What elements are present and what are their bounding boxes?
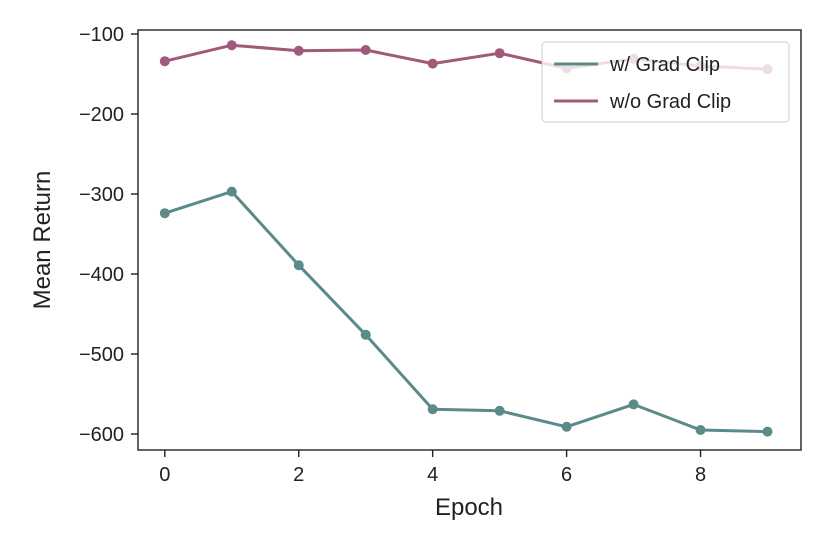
data-point xyxy=(494,405,505,416)
data-point xyxy=(427,404,438,415)
data-point xyxy=(293,45,304,56)
data-point xyxy=(762,426,773,437)
y-tick-label: −400 xyxy=(79,264,124,286)
legend-label: w/o Grad Clip xyxy=(609,91,731,113)
data-point xyxy=(561,421,572,432)
data-point xyxy=(360,329,371,340)
data-point xyxy=(628,399,639,410)
data-point xyxy=(226,186,237,197)
data-point xyxy=(427,58,438,69)
x-tick-label: 2 xyxy=(293,464,304,486)
x-tick-label: 4 xyxy=(427,464,438,486)
y-tick-label: −300 xyxy=(79,184,124,206)
data-point xyxy=(695,425,706,435)
series-layer xyxy=(159,40,773,437)
data-point xyxy=(360,45,371,55)
y-axis-label: Mean Return xyxy=(29,171,56,310)
x-tick-label: 8 xyxy=(695,464,706,486)
data-point xyxy=(226,40,237,51)
data-point xyxy=(159,56,170,67)
legend-box xyxy=(541,41,790,123)
data-point xyxy=(494,48,505,59)
y-tick-label: −200 xyxy=(79,104,124,126)
legend: w/ Grad Clip w/o Grad Clip xyxy=(541,41,790,123)
y-tick-label: −500 xyxy=(79,344,124,366)
legend-label: w/ Grad Clip xyxy=(609,54,720,76)
x-tick-label: 0 xyxy=(159,464,170,486)
y-tick-label: −600 xyxy=(79,424,124,446)
data-point xyxy=(159,208,170,219)
data-point xyxy=(293,260,304,271)
x-tick-label: 6 xyxy=(561,464,572,486)
series-line-1 xyxy=(163,190,770,434)
y-tick-label: −100 xyxy=(79,24,124,46)
x-axis-label: Epoch xyxy=(435,494,503,521)
axis-layer: 0 2 4 6 8 −100 −200 −300 −400 −500 −600 xyxy=(79,24,706,486)
plot-frame xyxy=(137,29,802,451)
